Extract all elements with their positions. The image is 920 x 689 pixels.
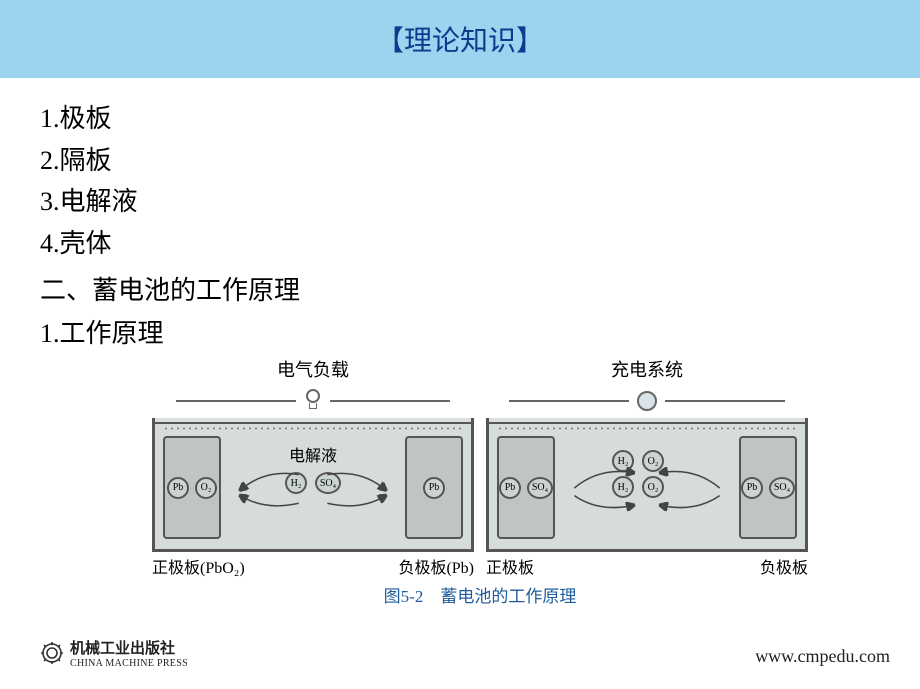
ion: O₂	[642, 450, 664, 472]
charger-label: 充电系统	[480, 356, 814, 382]
external-circuit	[146, 386, 480, 416]
ion: H₂	[612, 450, 634, 472]
list-item: 1.极板	[40, 98, 920, 140]
page-title: 【理论知识】	[376, 19, 544, 59]
publisher-text: 机械工业出版社 CHINA MACHINE PRESS	[70, 637, 188, 669]
publisher-name-en: CHINA MACHINE PRESS	[70, 658, 188, 669]
positive-plate: Pb O₂	[163, 436, 221, 539]
electrolyte-label: 电解液	[289, 442, 337, 466]
content-area: 1.极板 2.隔板 3.电解液 4.壳体 二、蓄电池的工作原理 1.工作原理 电…	[0, 78, 920, 607]
neg-caption: 负极板(Pb)	[398, 554, 474, 578]
cell-vat: 电解液 Pb O₂ Pb H₂ SO₄	[152, 418, 474, 552]
ion: O₂	[642, 476, 664, 498]
charge-cell: 充电系统 Pb SO₄ Pb SO₄ H₂ O₂ H₂	[480, 356, 814, 578]
ion: Pb	[423, 477, 445, 499]
publisher-logo: 机械工业出版社 CHINA MACHINE PRESS	[40, 637, 188, 669]
free-ions: H₂ O₂ H₂ O₂	[612, 450, 682, 498]
ion: H₂	[612, 476, 634, 498]
free-ions: H₂ SO₄	[285, 472, 341, 494]
load-label: 电气负载	[146, 356, 480, 382]
neg-caption: 负极板	[760, 554, 808, 578]
negative-plate: Pb SO₄	[739, 436, 797, 539]
ion: SO₄	[769, 477, 795, 499]
plate-captions: 正极板 负极板	[480, 552, 814, 578]
ion: H₂	[285, 472, 307, 494]
section-sub: 1.工作原理	[40, 313, 920, 350]
ion: SO₄	[527, 477, 553, 499]
publisher-name-cn: 机械工业出版社	[70, 637, 188, 658]
footer-url: www.cmpedu.com	[755, 646, 890, 667]
ion: Pb	[741, 477, 763, 499]
ion: Pb	[499, 477, 521, 499]
list-item: 3.电解液	[40, 181, 920, 223]
section-heading: 二、蓄电池的工作原理	[40, 270, 920, 307]
title-banner: 【理论知识】	[0, 0, 920, 78]
charger-icon	[637, 391, 657, 411]
list-item: 2.隔板	[40, 140, 920, 182]
plate-captions: 正极板(PbO₂) 负极板(Pb)	[146, 552, 480, 578]
cell-vat: Pb SO₄ Pb SO₄ H₂ O₂ H₂ O₂	[486, 418, 808, 552]
figure: 电气负载 电解液 Pb O₂ Pb H₂	[40, 356, 920, 578]
pos-caption: 正极板	[486, 554, 534, 578]
ion: SO₄	[315, 472, 341, 494]
external-circuit	[480, 386, 814, 416]
figure-caption: 图5-2 蓄电池的工作原理	[40, 582, 920, 607]
pos-caption: 正极板(PbO₂)	[152, 554, 245, 578]
ion: O₂	[195, 477, 217, 499]
ion: Pb	[167, 477, 189, 499]
negative-plate: Pb	[405, 436, 463, 539]
positive-plate: Pb SO₄	[497, 436, 555, 539]
list-item: 4.壳体	[40, 223, 920, 265]
gear-icon	[40, 641, 64, 665]
discharge-cell: 电气负载 电解液 Pb O₂ Pb H₂	[146, 356, 480, 578]
bulb-icon	[304, 389, 322, 413]
